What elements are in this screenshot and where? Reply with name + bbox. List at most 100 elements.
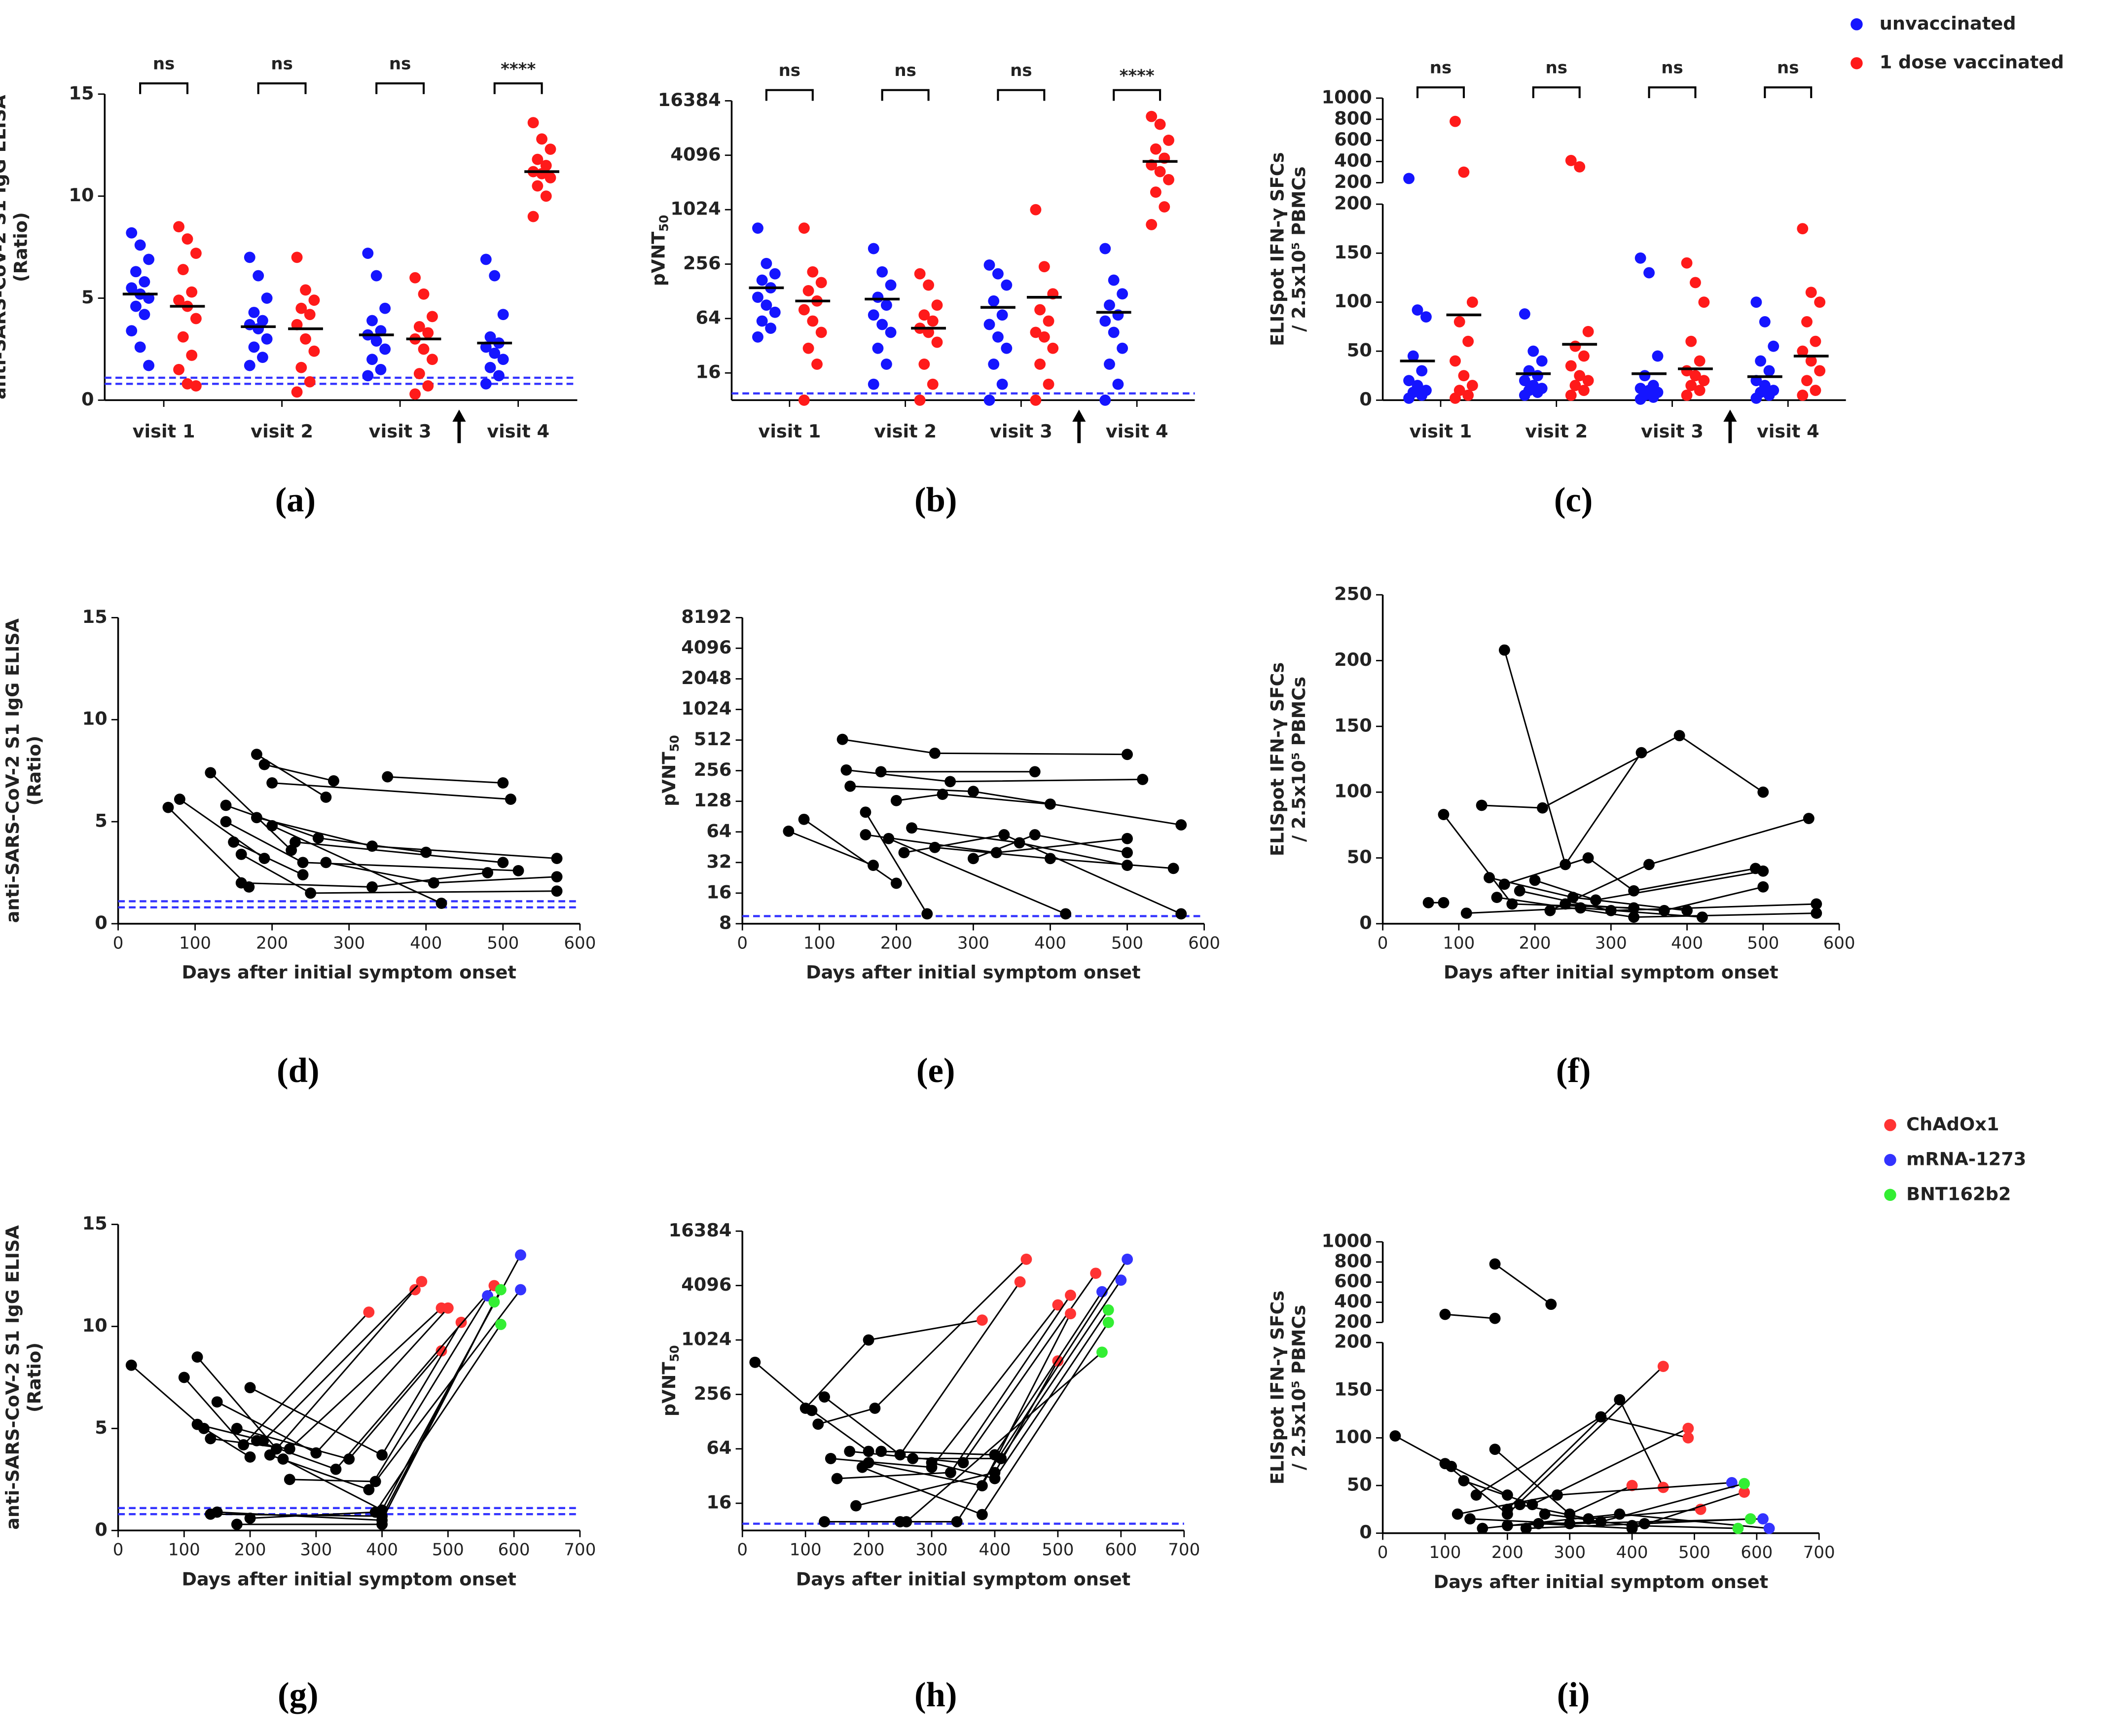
data-point	[1453, 316, 1465, 327]
data-point	[1811, 907, 1822, 919]
data-point	[205, 1433, 217, 1445]
data-point	[875, 766, 887, 778]
y-axis-title-text: anti-SARS-CoV-2 S1 IgG ELISA	[0, 95, 10, 399]
x-tick-label: 100	[168, 1540, 200, 1560]
data-point	[931, 336, 943, 348]
data-point	[489, 270, 501, 282]
y-tick-label: 50	[1347, 846, 1372, 868]
data-point	[868, 378, 879, 390]
data-point	[1520, 1522, 1532, 1534]
data-point	[312, 832, 324, 844]
data-point	[798, 304, 810, 316]
x-tick-label: 400	[979, 1540, 1011, 1560]
data-point	[1489, 1312, 1501, 1324]
data-point	[277, 1453, 289, 1465]
data-point	[1108, 274, 1120, 286]
data-point	[937, 789, 948, 800]
data-point	[995, 1452, 1007, 1464]
significance-bracket	[881, 89, 930, 101]
data-point	[967, 853, 979, 865]
data-point	[1529, 874, 1541, 886]
x-tick-label: 600	[1105, 1540, 1137, 1560]
data-point	[1750, 296, 1762, 308]
data-point	[261, 292, 273, 304]
x-tick-label: 100	[1429, 1543, 1461, 1562]
data-point	[1814, 296, 1826, 308]
subject-line	[1503, 650, 1642, 867]
data-point	[1159, 201, 1170, 213]
data-point	[868, 309, 879, 321]
data-point	[1763, 1522, 1775, 1534]
panel-label: (a)	[275, 481, 316, 519]
significance-bracket	[1113, 89, 1161, 101]
significance-label: ****	[501, 59, 536, 79]
data-point	[251, 749, 262, 760]
data-point	[967, 786, 979, 797]
data-point	[929, 841, 941, 853]
data-point	[143, 253, 155, 265]
x-axis-title: Days after initial symptom onset	[1434, 1571, 1769, 1592]
data-point	[798, 222, 810, 234]
data-point	[752, 222, 763, 234]
y-tick-label: 10	[82, 1315, 108, 1336]
y-axis-title: (Ratio)	[23, 1342, 44, 1412]
y-axis-title-sub: 50	[667, 735, 682, 752]
data-point	[379, 343, 391, 355]
y-tick-label: 250	[1334, 583, 1372, 605]
subject-line	[1443, 814, 1634, 909]
data-point	[1099, 243, 1111, 254]
data-point	[191, 1418, 203, 1430]
data-point	[1458, 166, 1470, 178]
significance-label: ns	[271, 54, 292, 73]
data-point	[1439, 1458, 1451, 1470]
significance-bracket	[1764, 86, 1813, 98]
y-tick-label: 100	[1334, 1426, 1372, 1447]
data-point	[409, 388, 421, 400]
data-point	[248, 341, 260, 353]
x-tick-label: 0	[1378, 1543, 1388, 1562]
data-point	[1682, 1422, 1694, 1434]
data-point	[304, 376, 316, 388]
data-point	[1462, 335, 1474, 347]
data-point	[436, 1345, 447, 1357]
y-axis-title: anti-SARS-CoV-2 S1 IgG ELISA	[2, 1225, 23, 1530]
data-point	[376, 1519, 388, 1530]
data-point	[320, 857, 332, 868]
data-point	[976, 1480, 988, 1491]
y-axis-title-text: / 2.5x10⁵ PBMCs	[1288, 1305, 1309, 1470]
data-point	[1810, 385, 1821, 396]
data-point	[863, 1334, 874, 1346]
data-point	[856, 1461, 868, 1473]
data-point	[515, 1249, 526, 1261]
data-point	[1452, 1508, 1463, 1520]
data-point	[126, 325, 138, 337]
data-point	[130, 300, 142, 312]
y-tick-label: 600	[1334, 1270, 1372, 1292]
data-point	[1532, 370, 1543, 382]
data-point	[869, 1402, 881, 1414]
data-point	[807, 266, 819, 278]
data-point	[1122, 1253, 1133, 1265]
y-tick-label: 128	[694, 790, 732, 811]
data-point	[418, 288, 430, 300]
x-tick-label: 0	[737, 933, 748, 953]
data-point	[1732, 1522, 1744, 1534]
data-point	[1403, 392, 1415, 404]
data-point	[205, 767, 217, 779]
data-point	[375, 363, 387, 375]
data-point	[819, 1516, 830, 1527]
x-tick-label: 500	[1111, 933, 1143, 953]
data-point	[876, 319, 888, 330]
subject-line	[264, 763, 334, 782]
data-point	[883, 832, 895, 844]
y-axis-title-text: ELISpot IFN-γ SFCs	[1267, 1291, 1288, 1484]
y-axis-title: pVNT50	[658, 1345, 682, 1416]
data-point	[382, 771, 394, 783]
y-axis-title: pVNT50	[648, 215, 671, 287]
data-point	[1476, 799, 1488, 811]
data-point	[178, 1372, 190, 1383]
subject-line	[824, 1281, 1021, 1456]
data-point	[931, 299, 943, 311]
data-point	[497, 857, 509, 868]
